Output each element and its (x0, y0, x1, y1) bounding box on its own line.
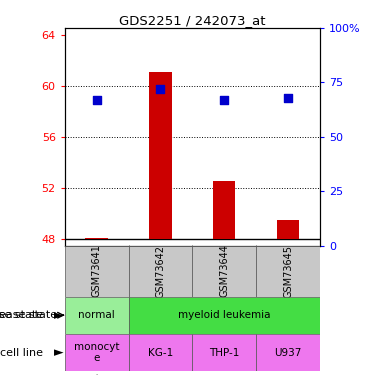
Bar (65, 297, 129, 334)
Bar (192, 334, 256, 371)
Title: GDS2251 / 242073_at: GDS2251 / 242073_at (119, 14, 266, 27)
Bar (129, 297, 320, 334)
Text: disease state: disease state (0, 310, 57, 320)
Bar (149, 72, 172, 239)
Text: THP-1: THP-1 (209, 348, 239, 358)
Text: GSM73644: GSM73644 (219, 244, 229, 297)
Text: ►: ► (54, 309, 64, 322)
Text: disease state: disease state (0, 310, 43, 320)
Point (221, 97, 227, 103)
Text: normal: normal (78, 310, 115, 320)
Bar (129, 334, 192, 371)
Bar (129, 246, 192, 297)
Bar (192, 246, 256, 297)
Point (285, 95, 291, 101)
Text: KG-1: KG-1 (148, 348, 173, 358)
Text: count: count (72, 374, 100, 375)
Bar (256, 246, 320, 297)
Point (94, 97, 100, 103)
Text: ►: ► (54, 346, 64, 359)
Bar (213, 181, 235, 239)
Bar (65, 334, 129, 371)
Point (158, 86, 164, 92)
Bar (256, 334, 320, 371)
Text: myeloid leukemia: myeloid leukemia (178, 310, 270, 320)
Text: GSM73642: GSM73642 (155, 244, 165, 297)
Text: GSM73645: GSM73645 (283, 244, 293, 297)
Bar (65, 246, 129, 297)
Text: monocyt
e: monocyt e (74, 342, 120, 363)
Text: ■: ■ (65, 374, 74, 375)
Bar (277, 220, 299, 239)
Text: cell line: cell line (0, 348, 43, 358)
Text: GSM73641: GSM73641 (92, 244, 102, 297)
Text: U937: U937 (275, 348, 302, 358)
Bar (85, 238, 108, 239)
